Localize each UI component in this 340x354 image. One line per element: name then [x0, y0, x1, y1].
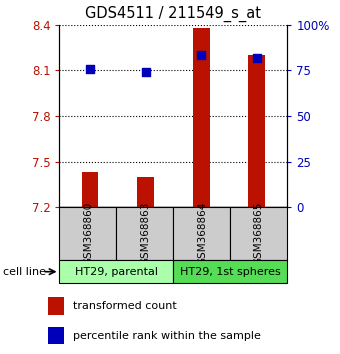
Bar — [249, 55, 265, 207]
Bar — [231, 207, 287, 260]
Bar — [173, 207, 231, 260]
Bar — [82, 172, 98, 207]
Text: HT29, parental: HT29, parental — [75, 267, 158, 277]
Bar — [59, 207, 116, 260]
Text: GSM368864: GSM368864 — [197, 202, 207, 266]
Point — [199, 52, 204, 58]
Bar — [49, 327, 64, 344]
Text: percentile rank within the sample: percentile rank within the sample — [73, 331, 261, 341]
Bar — [59, 260, 173, 283]
Point — [143, 69, 148, 75]
Point — [254, 55, 259, 61]
Text: GSM368863: GSM368863 — [140, 202, 150, 266]
Bar — [116, 207, 173, 260]
Bar — [193, 28, 209, 207]
Text: GSM368865: GSM368865 — [254, 202, 264, 266]
Bar — [137, 177, 154, 207]
Title: GDS4511 / 211549_s_at: GDS4511 / 211549_s_at — [85, 6, 261, 22]
Text: transformed count: transformed count — [73, 301, 177, 311]
Text: cell line: cell line — [3, 267, 46, 277]
Bar — [173, 260, 287, 283]
Text: GSM368860: GSM368860 — [83, 202, 93, 265]
Text: HT29, 1st spheres: HT29, 1st spheres — [180, 267, 281, 277]
Bar — [49, 297, 64, 315]
Point — [87, 67, 93, 72]
